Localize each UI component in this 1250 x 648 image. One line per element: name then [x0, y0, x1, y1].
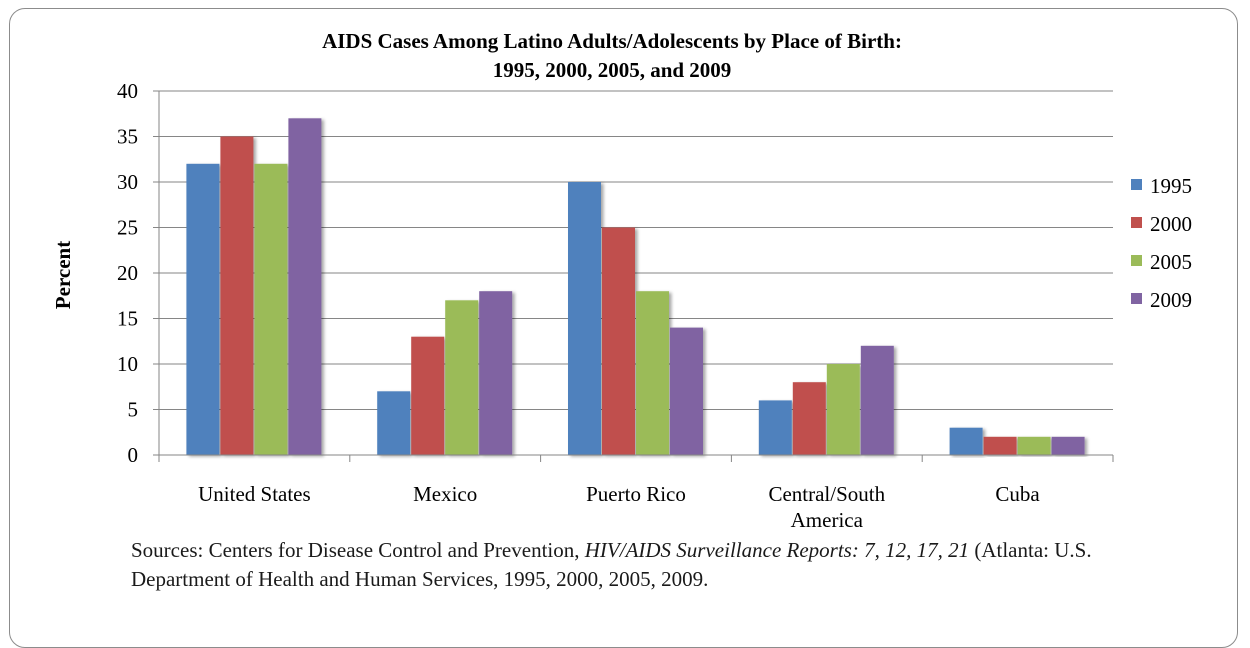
chart-subtitle: 1995, 2000, 2005, and 2009 [493, 58, 732, 82]
legend: 1995 2000 2005 2009 [1131, 174, 1192, 312]
chart-title: AIDS Cases Among Latino Adults/Adolescen… [322, 29, 902, 53]
bar-2005 [636, 291, 669, 455]
source-note: Sources: Centers for Disease Control and… [131, 536, 1111, 593]
x-tick-label: United States [198, 482, 311, 506]
bar-1995 [568, 182, 601, 455]
source-prefix: Sources: Centers for Disease Control and… [131, 538, 580, 562]
x-tick-label: Mexico [413, 482, 477, 506]
legend-swatch-2009 [1131, 293, 1142, 304]
x-tick-label: America [791, 508, 864, 532]
x-tick-label: Puerto Rico [586, 482, 686, 506]
legend-swatch-1995 [1131, 179, 1142, 190]
bars [186, 118, 1085, 456]
bar-1995 [186, 163, 220, 456]
source-italic: HIV/AIDS Surveillance Reports: 7, 12, 17… [579, 538, 970, 562]
bar-1995 [377, 391, 411, 455]
bar-2000 [411, 336, 445, 455]
legend-label: 2005 [1150, 250, 1192, 274]
bar-2000 [602, 227, 635, 455]
bar-1995 [949, 427, 983, 455]
y-tick-label: 30 [117, 170, 138, 194]
legend-swatch-2005 [1131, 255, 1142, 266]
y-tick-label: 40 [117, 79, 138, 103]
y-tick-label: 0 [128, 443, 139, 467]
y-tick-label: 35 [117, 125, 138, 149]
bar-2009 [288, 118, 322, 456]
bar-2009 [479, 291, 513, 455]
bar-2005 [254, 163, 288, 456]
bar-2005 [1017, 436, 1051, 455]
legend-swatch-2000 [1131, 217, 1142, 228]
legend-label: 2009 [1150, 288, 1192, 312]
legend-label: 1995 [1150, 174, 1192, 198]
y-tick-label: 5 [128, 398, 139, 422]
x-tick-label: Central/South [768, 482, 885, 506]
x-tick-label: Cuba [995, 482, 1040, 506]
y-axis-label: Percent [51, 241, 75, 309]
bar-2009 [670, 327, 703, 455]
axes: 0 5 10 15 20 25 30 35 40 United States Mexico Puert… [117, 79, 1114, 532]
bar-2009 [1051, 436, 1085, 455]
y-tick-label: 25 [117, 216, 138, 240]
legend-label: 2000 [1150, 212, 1192, 236]
bar-2009 [860, 345, 894, 455]
bar-2000 [983, 436, 1017, 455]
source-suffix: (Atlanta: U.S. Department of Health and … [131, 538, 1092, 591]
bar-2000 [792, 382, 826, 455]
bar-2005 [445, 300, 479, 455]
y-tick-label: 15 [117, 307, 138, 331]
bar-2005 [826, 364, 860, 455]
bar-2000 [220, 136, 254, 455]
bar-chart: AIDS Cases Among Latino Adults/Adolescen… [51, 29, 1192, 532]
bar-1995 [758, 400, 792, 455]
y-tick-label: 20 [117, 261, 138, 285]
y-tick-label: 10 [117, 352, 138, 376]
